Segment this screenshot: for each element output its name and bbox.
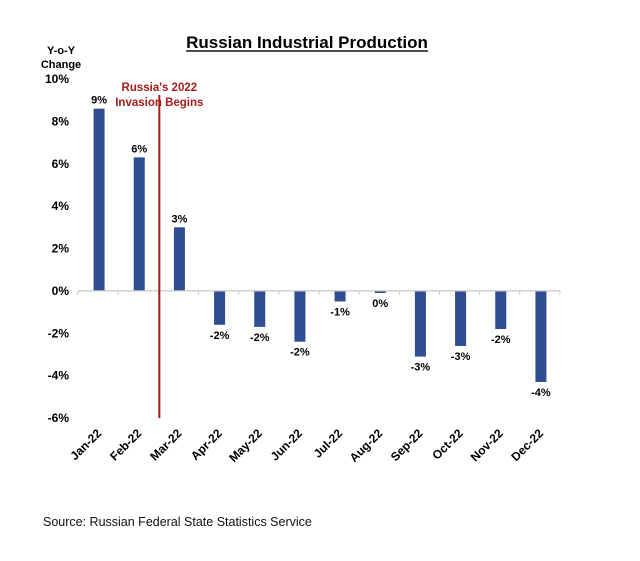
y-tick-label: 4% [52,199,70,213]
data-label: -3% [451,351,471,363]
x-tick-label: Sep-22 [388,426,426,464]
bar [214,290,226,325]
x-tick-label: Nov-22 [468,426,506,464]
bar [173,227,185,291]
x-tick-label: Dec-22 [508,426,546,464]
bar [294,290,306,342]
invasion-label-line: Russia's 2022 [122,82,198,94]
y-tick-label: -2% [48,326,70,340]
data-label: 0% [372,298,388,310]
invasion-label-line: Invasion Begins [115,97,203,109]
bar [455,290,467,346]
x-tick-label: Jun-22 [268,426,305,463]
data-label: 9% [91,95,107,107]
chart-figure: Russian Industrial Production Y-o-Y Chan… [41,33,561,465]
y-axis: 10% 8% 6% 4% 2% 0% -2% -4% -6% [45,72,69,425]
x-tick-label: Aug-22 [347,426,386,465]
bar [374,290,386,293]
data-label: 3% [171,213,187,225]
y-tick-label: 10% [45,72,69,86]
data-label: 6% [131,143,147,155]
bar [495,290,507,330]
bar [414,290,426,357]
y-tick-label: 8% [52,114,70,128]
bar [535,290,547,382]
x-axis: Jan-22 Feb-22 Mar-22 Apr-22 May-22 Jun-22 Jul-… [67,426,546,465]
chart-title: Russian Industrial Production [186,33,428,52]
source-note: Source: Russian Federal State Statistics… [43,515,312,529]
y-tick-label: 6% [52,157,70,171]
data-label: -4% [531,387,551,399]
bar [93,108,105,291]
data-label: -2% [250,332,270,344]
y-tick-label: 2% [52,242,70,256]
zero-axis [77,290,561,295]
bars [93,108,547,382]
bar [334,290,346,302]
data-label: -2% [290,347,310,359]
bar [133,157,145,291]
data-label: -3% [411,362,431,374]
y-tick-label: -6% [48,411,70,425]
x-tick-label: Apr-22 [188,426,225,463]
y-axis-label-line1: Y-o-Y [47,45,76,57]
data-label: -2% [210,330,230,342]
x-tick-label: Jan-22 [67,426,104,463]
data-labels: 9% 6% 3% -2% -2% -2% -1% 0% -3% -3% -2% -4% [91,95,551,399]
bar [254,290,266,327]
x-tick-label: May-22 [226,426,265,465]
y-tick-label: -4% [48,369,70,383]
x-tick-label: Oct-22 [429,426,466,463]
invasion-annotation: Russia's 2022 Invasion Begins [115,82,203,418]
data-label: -2% [491,334,511,346]
data-label: -1% [330,306,350,318]
x-tick-label: Feb-22 [107,426,144,463]
y-tick-label: 0% [52,284,70,298]
x-tick-label: Jul-22 [311,426,346,461]
y-axis-label-line2: Change [41,59,81,71]
x-tick-label: Mar-22 [147,426,184,463]
